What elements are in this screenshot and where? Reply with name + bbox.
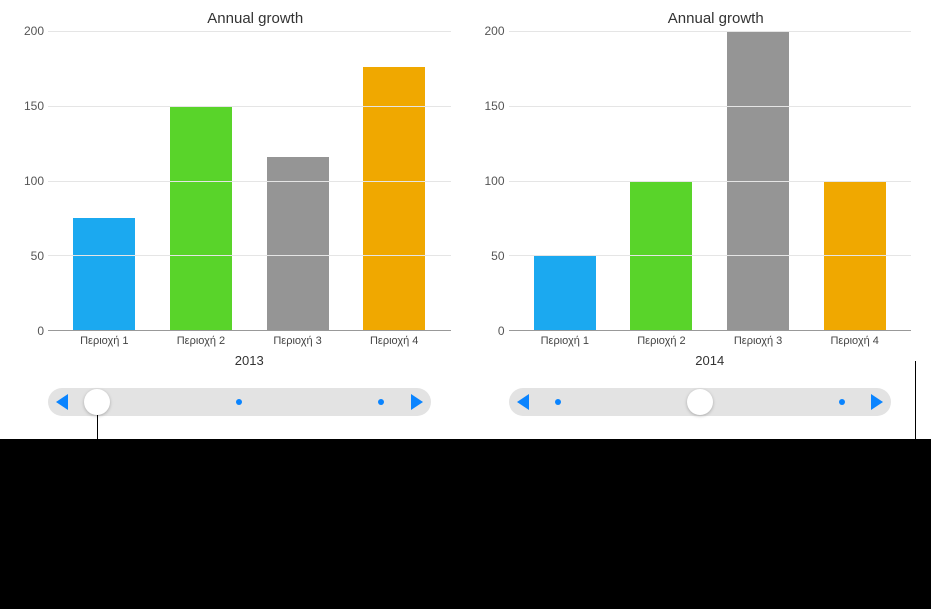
x-axis-labels: Περιοχή 1 Περιοχή 2 Περιοχή 3 Περιοχή 4: [20, 331, 451, 347]
callout-line-right: [915, 361, 916, 440]
slider-next-arrow-icon[interactable]: [411, 394, 423, 410]
bar: [73, 218, 135, 330]
x-tick-label: Περιοχή 1: [73, 335, 135, 347]
y-tick-label: 200: [24, 24, 44, 38]
x-axis-labels: Περιοχή 1 Περιοχή 2 Περιοχή 3 Περιοχή 4: [481, 331, 912, 347]
slider-stop-dot: [839, 399, 845, 405]
slider-stop-dot: [555, 399, 561, 405]
chart-panel-2013: Annual growth 050100150200 Περιοχή 1Περι…: [20, 10, 451, 416]
x-tick-label: Περιοχή 4: [824, 335, 886, 347]
slider-prev-arrow-icon[interactable]: [517, 394, 529, 410]
bar: [534, 255, 596, 330]
grid-line: [509, 255, 912, 256]
slider-track[interactable]: [539, 388, 862, 416]
chart-area: 050100150200: [20, 31, 451, 331]
grid-line: [509, 181, 912, 182]
x-tick-label: Περιοχή 2: [170, 335, 232, 347]
bar: [267, 157, 329, 330]
grid-line: [48, 31, 451, 32]
grid-line: [48, 106, 451, 107]
y-tick-label: 0: [498, 324, 505, 338]
slider-track[interactable]: [78, 388, 401, 416]
x-tick-label: Περιοχή 2: [630, 335, 692, 347]
chart-title: Annual growth: [481, 10, 912, 27]
y-tick-label: 50: [491, 249, 504, 263]
y-tick-label: 0: [37, 324, 44, 338]
plot-area: [48, 31, 451, 331]
y-tick-label: 150: [484, 99, 504, 113]
chart-panel-2014: Annual growth 050100150200 Περιοχή 1Περι…: [481, 10, 912, 416]
x-tick-label: Περιοχή 4: [363, 335, 425, 347]
callout-line-left: [97, 415, 98, 439]
slider-container: [48, 388, 431, 416]
y-tick-label: 200: [484, 24, 504, 38]
y-tick-label: 150: [24, 99, 44, 113]
slider-stop-dot: [236, 399, 242, 405]
year-label: 2014: [481, 353, 912, 368]
y-tick-label: 100: [484, 174, 504, 188]
year-slider[interactable]: [48, 388, 431, 416]
grid-line: [48, 255, 451, 256]
slider-container: [509, 388, 892, 416]
chart-title: Annual growth: [20, 10, 451, 27]
y-axis: 050100150200: [481, 31, 509, 331]
chart-area: 050100150200: [481, 31, 912, 331]
slider-thumb[interactable]: [84, 389, 110, 415]
panels-container: Annual growth 050100150200 Περιοχή 1Περι…: [0, 0, 931, 416]
y-tick-label: 100: [24, 174, 44, 188]
slider-stop-dot: [378, 399, 384, 405]
x-tick-label: Περιοχή 3: [727, 335, 789, 347]
bar: [170, 106, 232, 330]
y-axis: 050100150200: [20, 31, 48, 331]
slider-prev-arrow-icon[interactable]: [56, 394, 68, 410]
grid-line: [48, 181, 451, 182]
bottom-band: [0, 439, 931, 609]
year-slider[interactable]: [509, 388, 892, 416]
grid-line: [509, 106, 912, 107]
year-label: 2013: [20, 353, 451, 368]
slider-thumb[interactable]: [687, 389, 713, 415]
plot-area: [509, 31, 912, 331]
x-tick-label: Περιοχή 1: [534, 335, 596, 347]
x-tick-label: Περιοχή 3: [267, 335, 329, 347]
grid-line: [509, 31, 912, 32]
y-tick-label: 50: [31, 249, 44, 263]
slider-next-arrow-icon[interactable]: [871, 394, 883, 410]
